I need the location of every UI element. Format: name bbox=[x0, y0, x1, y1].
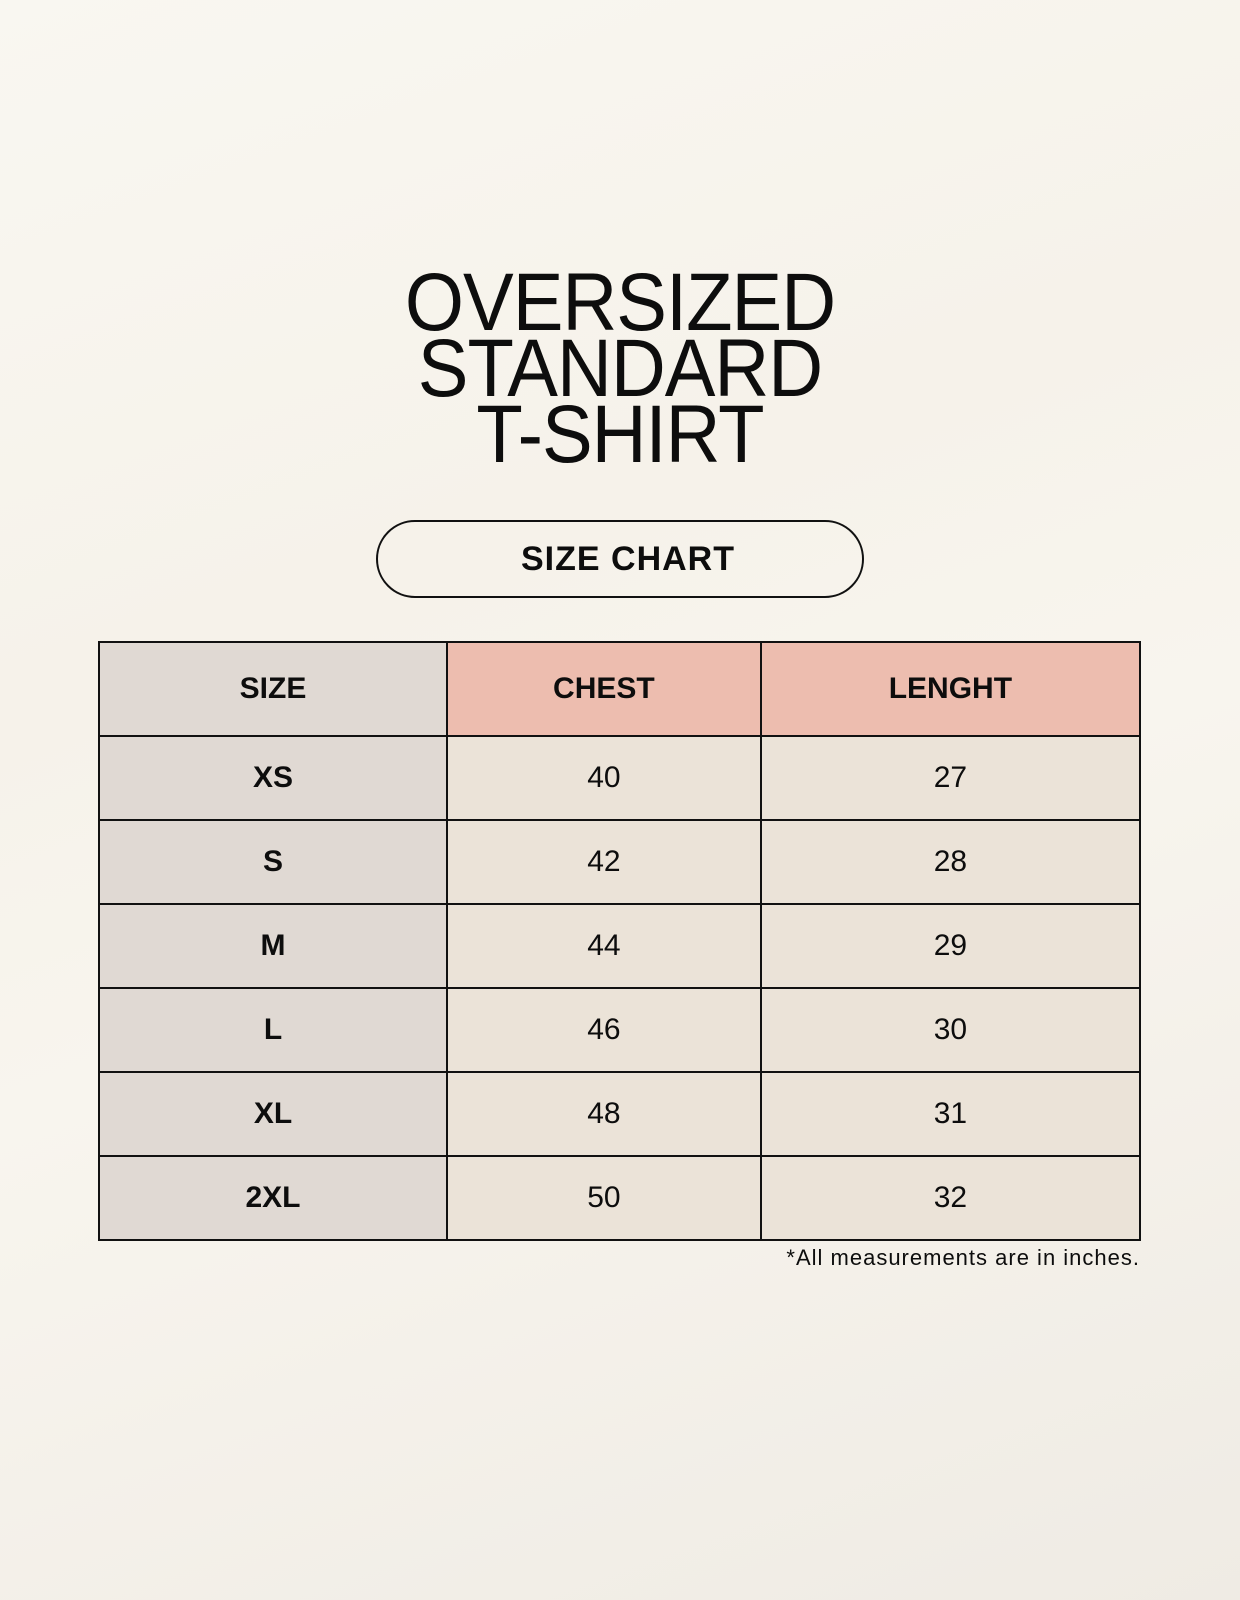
title-line: T-SHIRT bbox=[476, 388, 764, 481]
chest-cell: 50 bbox=[446, 1155, 762, 1241]
page-title: OVERSIZED STANDARD T-SHIRT bbox=[0, 256, 1240, 481]
size-table: SIZE CHEST LENGHT XS 40 27 S 42 28 M 44 29 L 46 30 X… bbox=[98, 641, 1142, 1241]
size-cell: XS bbox=[98, 735, 448, 821]
chest-cell: 40 bbox=[446, 735, 762, 821]
length-cell: 29 bbox=[759, 903, 1142, 989]
title-line: OVERSIZED bbox=[404, 256, 836, 349]
table-row: 2XL 50 32 bbox=[98, 1155, 1142, 1241]
length-cell: 27 bbox=[759, 735, 1142, 821]
chest-cell: 44 bbox=[446, 903, 762, 989]
size-cell: 2XL bbox=[98, 1155, 448, 1241]
chest-cell: 46 bbox=[446, 987, 762, 1073]
table-row: S 42 28 bbox=[98, 819, 1142, 905]
table-row: M 44 29 bbox=[98, 903, 1142, 989]
size-cell: L bbox=[98, 987, 448, 1073]
header-length: LENGHT bbox=[759, 641, 1142, 737]
table-row: XS 40 27 bbox=[98, 735, 1142, 821]
chest-cell: 42 bbox=[446, 819, 762, 905]
title-line: STANDARD bbox=[417, 322, 823, 415]
chest-cell: 48 bbox=[446, 1071, 762, 1157]
size-cell: XL bbox=[98, 1071, 448, 1157]
length-cell: 31 bbox=[759, 1071, 1142, 1157]
size-cell: S bbox=[98, 819, 448, 905]
table-row: XL 48 31 bbox=[98, 1071, 1142, 1157]
footnote: *All measurements are in inches. bbox=[786, 1245, 1140, 1270]
length-cell: 28 bbox=[759, 819, 1142, 905]
table-row: L 46 30 bbox=[98, 987, 1142, 1073]
header-size: SIZE bbox=[98, 641, 448, 737]
size-chart-badge: SIZE CHART bbox=[376, 520, 864, 598]
table-header-row: SIZE CHEST LENGHT bbox=[98, 641, 1142, 737]
length-cell: 30 bbox=[759, 987, 1142, 1073]
size-cell: M bbox=[98, 903, 448, 989]
header-chest: CHEST bbox=[446, 641, 762, 737]
length-cell: 32 bbox=[759, 1155, 1142, 1241]
